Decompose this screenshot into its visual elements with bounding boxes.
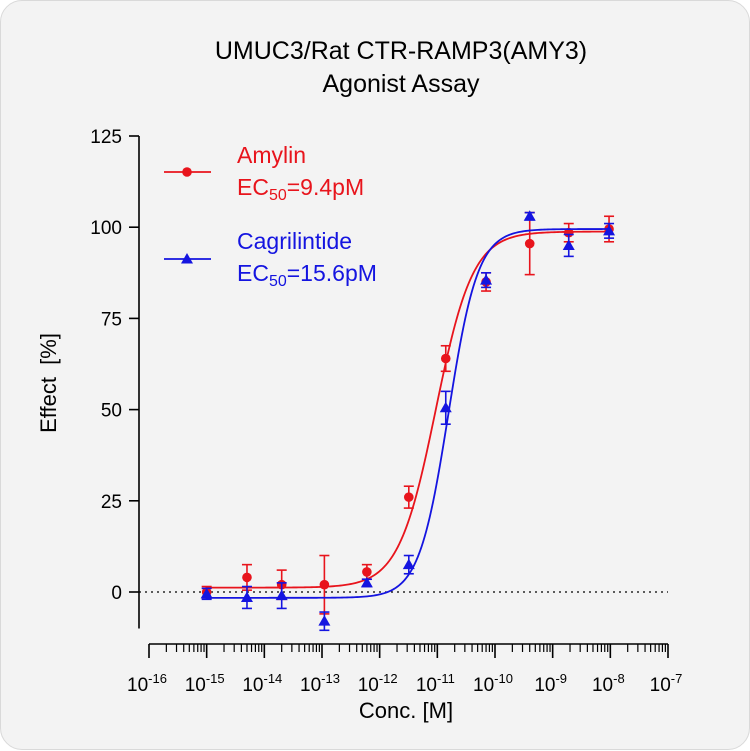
y-tick-label: 75 xyxy=(101,309,122,330)
y-tick-label: 50 xyxy=(101,401,122,422)
y-axis-label: Effect [%] xyxy=(36,333,61,433)
data-point-cagrilintide xyxy=(360,576,373,588)
data-point-cagrilintide xyxy=(439,401,452,413)
x-tick-label: 10-8 xyxy=(592,671,625,696)
x-tick-label: 10-15 xyxy=(185,671,225,696)
y-tick-label: 125 xyxy=(90,127,122,148)
chart-title-line-2: Agonist Assay xyxy=(322,70,480,98)
legend-entry-cagrilintide: Cagrilintide EC50=15.6pM xyxy=(164,228,377,290)
x-tick-label: 10-9 xyxy=(534,671,567,696)
data-point-amylin xyxy=(319,579,330,590)
legend-label: Amylin xyxy=(237,142,306,168)
data-point-amylin xyxy=(524,238,535,249)
data-point-cagrilintide xyxy=(480,274,493,285)
axes: 0 25 50 75 100 125 10-16 10-15 10-14 10-13 10-12 10… xyxy=(90,127,682,696)
data-point-cagrilintide xyxy=(318,615,331,626)
x-axis-label: Conc. [M] xyxy=(359,698,453,723)
data-point-cagrilintide xyxy=(240,591,253,602)
x-tick-label: 10-7 xyxy=(650,671,683,696)
y-tick-label: 0 xyxy=(111,583,122,604)
x-tick-label: 10-12 xyxy=(358,671,398,696)
legend-ec50-label: EC50=15.6pM xyxy=(237,260,377,290)
x-tick-label: 10-13 xyxy=(300,671,340,696)
data-point-amylin xyxy=(362,567,372,577)
data-point-cagrilintide xyxy=(402,558,415,570)
legend-marker xyxy=(182,167,192,177)
x-tick-label: 10-11 xyxy=(416,671,455,696)
data-point-cagrilintide xyxy=(562,239,575,250)
chart-title-line-1: UMUC3/Rat CTR-RAMP3(AMY3) xyxy=(215,37,587,65)
data-point-amylin xyxy=(440,353,451,364)
fit-curve-amylin xyxy=(205,230,611,589)
data-point-amylin xyxy=(403,492,414,502)
data-point-cagrilintide xyxy=(523,210,536,221)
x-tick-label: 10-16 xyxy=(127,671,167,696)
legend: Amylin EC50=9.4pM Cagrilintide EC50=15.6pM xyxy=(164,142,377,290)
y-tick-label: 25 xyxy=(101,492,122,513)
series-cagrilintide xyxy=(200,210,616,632)
legend-label: Cagrilintide xyxy=(237,228,352,254)
data-point-cagrilintide xyxy=(603,224,616,236)
data-point-amylin xyxy=(242,572,252,583)
legend-entry-amylin: Amylin EC50=9.4pM xyxy=(164,142,364,204)
legend-ec50-label: EC50=9.4pM xyxy=(237,174,364,204)
x-tick-label: 10-10 xyxy=(473,671,513,696)
plot-area xyxy=(139,210,668,632)
x-tick-label: 10-14 xyxy=(242,671,282,696)
fit-curve-cagrilintide xyxy=(205,228,611,599)
legend-marker xyxy=(181,253,193,264)
data-point-cagrilintide xyxy=(200,587,213,599)
y-tick-label: 100 xyxy=(90,218,122,239)
data-point-cagrilintide xyxy=(275,589,288,601)
